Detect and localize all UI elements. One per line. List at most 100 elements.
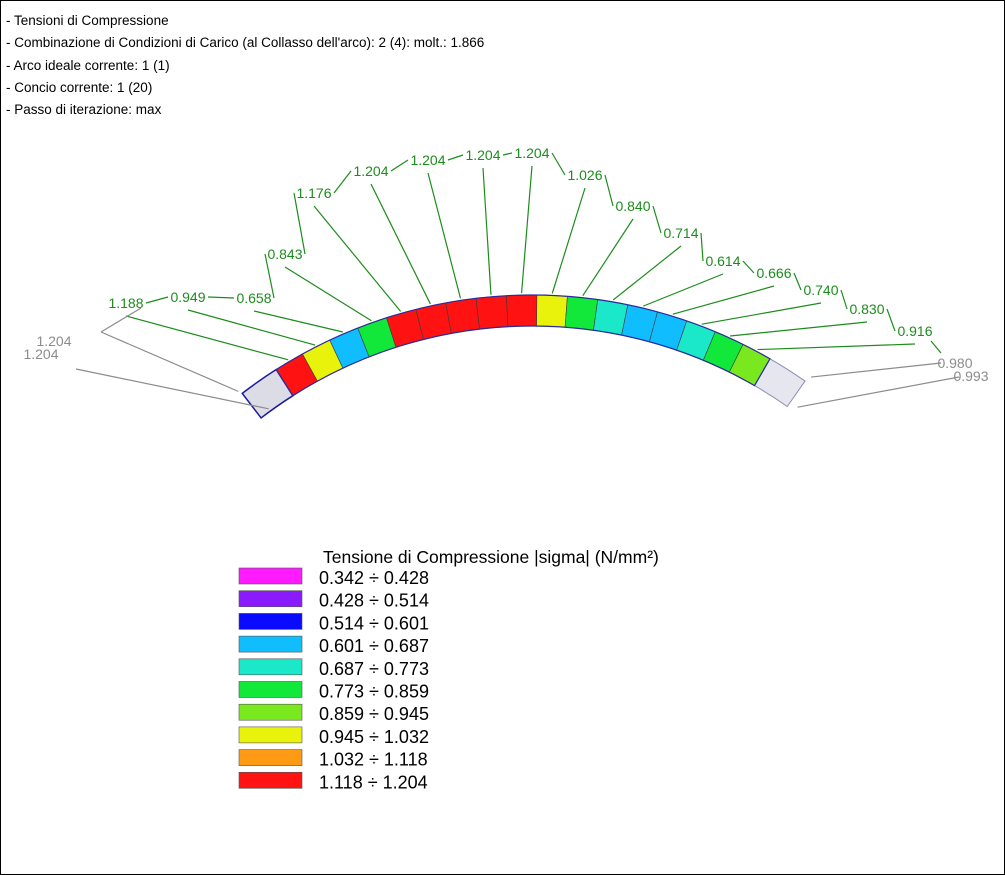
header-line-iteration-step: - Passo di iterazione: max [6,102,162,118]
arch-segment [506,294,538,327]
label-connector [207,296,235,299]
legend-item-label: 0.945 ÷ 1.032 [319,727,429,747]
segment-value-label: 1.188 [108,295,143,311]
segment-value-label: 0.658 [236,290,271,306]
leader-line [643,273,724,307]
segment-value-label: 1.204 [410,152,445,168]
label-connector [652,205,662,234]
legend-swatch [238,613,303,630]
leader-line [730,321,868,337]
end-leader-right-inner [797,376,960,408]
label-connector [886,308,896,332]
segment-value-label: 0.916 [897,323,932,339]
arch-end-block-right [753,358,806,408]
leader-line [313,205,402,312]
label-connector [742,260,755,274]
legend-swatch [238,771,303,789]
arch-segment [564,295,599,331]
label-connector [700,232,704,262]
leader-lines [75,152,960,410]
end-leader-left-outer [100,331,239,392]
legend-swatch [238,590,303,608]
arch-segment [536,294,568,328]
legend-swatch [238,635,303,653]
leader-line [482,167,492,295]
leader-line [520,165,533,294]
arch-outline [275,294,771,397]
label-connector [840,289,848,310]
legend-item-label: 0.428 ÷ 0.514 [319,591,429,611]
segment-value-label: 1.204 [353,163,388,179]
legend-item-label: 1.032 ÷ 1.118 [319,750,428,770]
label-connector [390,159,409,172]
leader-line [757,343,916,351]
leader-line [582,218,634,297]
legend-title: Tensione di Compressione |sigma| (N/mm²) [323,547,659,567]
leader-line [427,172,462,299]
legend-swatch [238,749,303,766]
legend-item-label: 0.687 ÷ 0.773 [319,659,429,679]
end-leader-left-inner [75,368,269,410]
legend-item-label: 0.342 ÷ 0.428 [319,568,429,588]
leader-line [370,183,431,305]
label-connector [551,152,566,176]
end-leader-left-link [100,307,142,333]
legend-item-label: 0.601 ÷ 0.687 [319,636,429,656]
leader-line [187,309,316,346]
label-connector [793,272,802,291]
label-connector [604,174,614,207]
leader-line [672,285,775,315]
arch-segments [241,294,806,420]
legend: Tensione di Compressione |sigma| (N/mm²)… [238,547,659,792]
label-connector [502,152,513,156]
label-connector [293,192,306,255]
segment-value-label: 0.666 [756,265,791,281]
leader-line [701,302,822,325]
segment-value-label: 0.843 [267,246,302,262]
end-value-label: 0.980 [937,355,972,371]
segment-value-label: 0.949 [170,289,205,305]
segment-value-label: 1.176 [296,185,331,201]
header-line-ideal-arch: - Arco ideale corrente: 1 (1) [6,57,170,73]
legend-item-label: 1.118 ÷ 1.204 [319,772,428,792]
label-connector [264,253,275,299]
legend-item-label: 0.773 ÷ 0.859 [319,682,429,702]
arch-segment [475,295,509,330]
end-leader-right-link [930,340,942,354]
leader-line [284,266,372,322]
leader-line [125,315,289,361]
end-leader-right-outer [810,362,942,378]
segment-value-label: 1.026 [567,167,602,183]
legend-item-label: 0.514 ÷ 0.601 [319,613,429,633]
segment-value-label: 0.614 [705,253,740,269]
leader-line [253,310,343,333]
leader-line [612,245,682,301]
header-line-current-voussoir: - Concio corrente: 1 (20) [6,79,153,95]
segment-value-label: 1.204 [465,147,500,163]
leader-line [551,187,586,294]
segment-value-label: 1.204 [514,145,549,161]
segment-value-label: 0.740 [803,282,838,298]
legend-swatch [238,681,303,698]
segment-value-label: 0.840 [615,198,650,214]
legend-swatch [238,658,303,676]
end-value-label: 0.993 [953,368,988,384]
label-connector [333,170,352,194]
segment-value-label: 0.830 [849,301,884,317]
legend-swatch [238,726,303,744]
info-header: - Tensioni di Compressione - Combinazion… [6,10,484,121]
legend-swatch [238,703,303,721]
label-connector [447,154,464,161]
legend-swatch [238,567,303,585]
header-line-type: - Tensioni di Compressione [6,13,169,28]
header-line-load-combination: - Combinazione di Condizioni di Carico (… [6,35,485,51]
legend-item-label: 0.859 ÷ 0.945 [319,704,429,724]
end-value-label: 1.204 [36,333,71,349]
label-connector [145,296,169,304]
arch-segment [445,297,480,334]
segment-value-label: 0.714 [663,225,698,241]
end-value-label: 1.204 [23,346,58,362]
